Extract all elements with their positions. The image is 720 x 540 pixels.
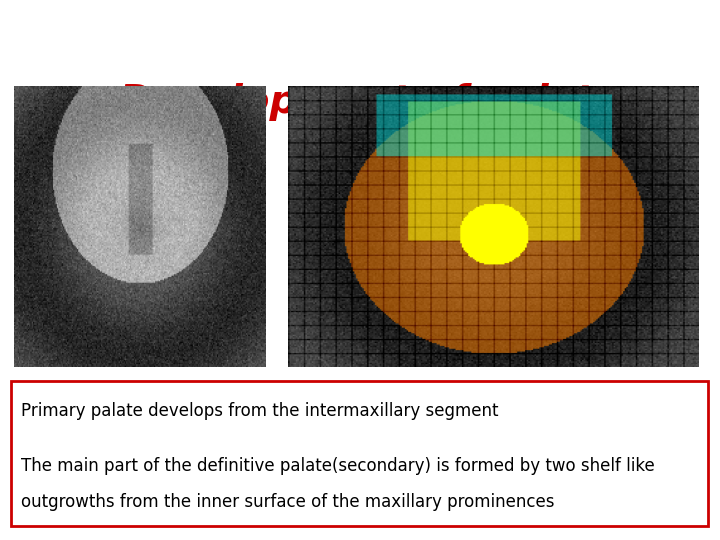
Text: The main part of the definitive palate(secondary) is formed by two shelf like: The main part of the definitive palate(s… — [22, 457, 655, 475]
Text: Development of palate: Development of palate — [119, 83, 619, 121]
Text: Primary palate develops from the intermaxillary segment: Primary palate develops from the interma… — [22, 402, 499, 420]
Text: outgrowths from the inner surface of the maxillary prominences: outgrowths from the inner surface of the… — [22, 493, 555, 511]
FancyBboxPatch shape — [11, 381, 708, 526]
